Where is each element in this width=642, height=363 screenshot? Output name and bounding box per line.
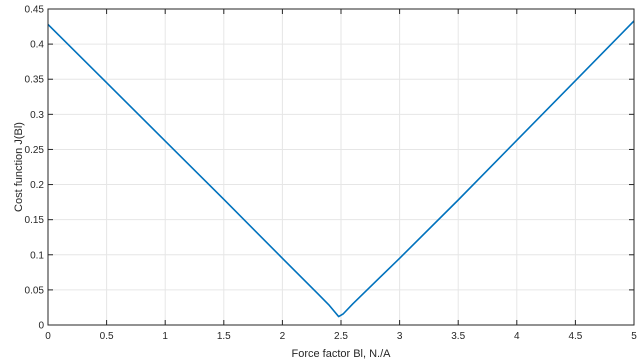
y-tick-label: 0.2 xyxy=(30,180,44,191)
x-axis-label: Force factor Bl, N./A xyxy=(291,348,391,360)
y-tick-label: 0.15 xyxy=(25,215,45,226)
axis-ticks: 0 0.5 1 1.5 2 2.5 3 3.5 4 4.5 5 0 0.05 0.1 0.15 0.2 0.25… xyxy=(25,5,638,343)
y-tick-label: 0.1 xyxy=(30,250,44,261)
x-tick-label: 0.5 xyxy=(100,331,114,342)
x-tick-label: 0 xyxy=(45,331,51,342)
series-line xyxy=(47,20,635,318)
x-tick-label: 3 xyxy=(397,331,403,342)
y-tick-label: 0.35 xyxy=(25,75,45,86)
series-layer xyxy=(47,20,635,318)
x-tick-label: 5 xyxy=(631,331,637,342)
y-tick-label: 0 xyxy=(38,321,44,332)
y-axis-label: Cost function J(Bl) xyxy=(13,122,25,212)
x-tick-label: 4.5 xyxy=(568,331,582,342)
y-tick-label: 0.3 xyxy=(30,110,44,121)
grid xyxy=(47,8,635,326)
x-tick-label: 1.5 xyxy=(217,331,231,342)
y-tick-label: 0.4 xyxy=(30,40,44,51)
y-tick-label: 0.25 xyxy=(25,145,45,156)
y-tick-label: 0.05 xyxy=(25,285,45,296)
x-tick-label: 4 xyxy=(514,331,520,342)
x-tick-label: 3.5 xyxy=(451,331,465,342)
x-tick-label: 2 xyxy=(280,331,286,342)
x-tick-label: 1 xyxy=(162,331,168,342)
y-tick-label: 0.45 xyxy=(25,5,45,16)
x-tick-label: 2.5 xyxy=(334,331,348,342)
